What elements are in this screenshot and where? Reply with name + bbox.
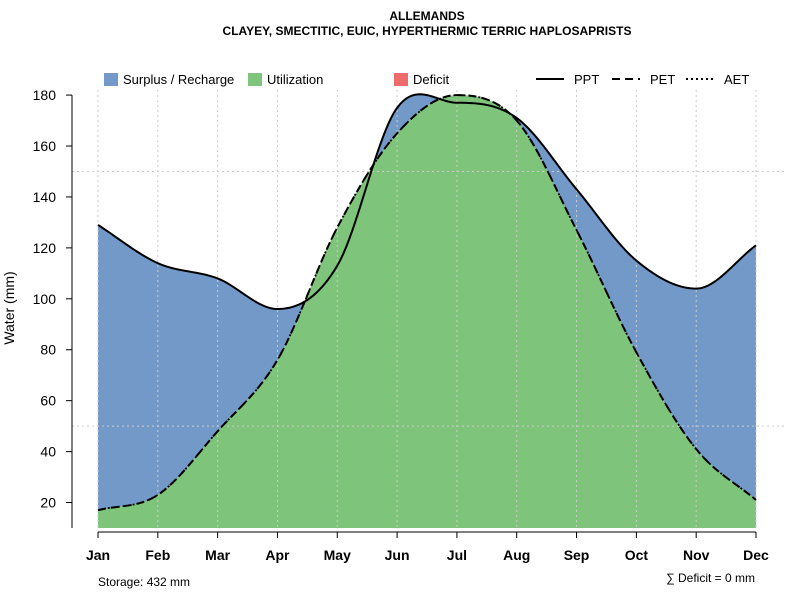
deficit-label: ∑ Deficit = 0 mm xyxy=(666,571,755,585)
legend-label: Deficit xyxy=(413,72,450,87)
x-tick-label-may: May xyxy=(324,547,351,563)
aet-line xyxy=(97,94,757,512)
legend-swatch xyxy=(394,73,408,86)
y-tick-label: 80 xyxy=(40,342,56,358)
y-tick-label: 180 xyxy=(33,87,57,103)
y-tick-label: 40 xyxy=(40,444,56,460)
chart-subtitle: CLAYEY, SMECTITIC, EUIC, HYPERTHERMIC TE… xyxy=(223,24,632,38)
pet-line xyxy=(97,94,757,512)
x-tick-label-nov: Nov xyxy=(683,547,710,563)
y-tick-label: 20 xyxy=(40,495,56,511)
x-tick-label-feb: Feb xyxy=(145,547,170,563)
plot-area: 20 40 60 80 100 120 140 160 180 Jan Feb Mar Apr May Ju… xyxy=(33,87,784,563)
x-tick-label-jul: Jul xyxy=(447,547,467,563)
legend-label: PPT xyxy=(574,72,599,87)
x-tick-label-aug: Aug xyxy=(503,547,530,563)
legend: Surplus / Recharge Utilization Deficit PPT P… xyxy=(104,72,749,87)
x-tick-label-sep: Sep xyxy=(564,547,590,563)
y-tick-label: 140 xyxy=(33,189,57,205)
legend-swatch xyxy=(104,73,118,86)
ppt-line xyxy=(97,93,757,311)
legend-label: AET xyxy=(724,72,749,87)
y-axis-label: Water (mm) xyxy=(1,271,17,344)
y-tick-label: 100 xyxy=(33,291,57,307)
x-tick-label-jun: Jun xyxy=(385,547,410,563)
x-tick-label-oct: Oct xyxy=(625,547,649,563)
legend-label: Surplus / Recharge xyxy=(123,72,234,87)
y-tick-label: 60 xyxy=(40,393,56,409)
y-tick-label: 160 xyxy=(33,138,57,154)
y-tick-label: 120 xyxy=(33,240,57,256)
utilization-area xyxy=(98,95,756,528)
x-tick-label-apr: Apr xyxy=(265,547,290,563)
chart-title: ALLEMANDS xyxy=(389,9,464,23)
x-tick-label-jan: Jan xyxy=(86,547,110,563)
legend-swatch xyxy=(248,73,262,86)
storage-label: Storage: 432 mm xyxy=(98,575,190,589)
legend-label: PET xyxy=(650,72,675,87)
legend-label: Utilization xyxy=(267,72,323,87)
x-tick-label-dec: Dec xyxy=(743,547,769,563)
x-tick-label-mar: Mar xyxy=(205,547,230,563)
